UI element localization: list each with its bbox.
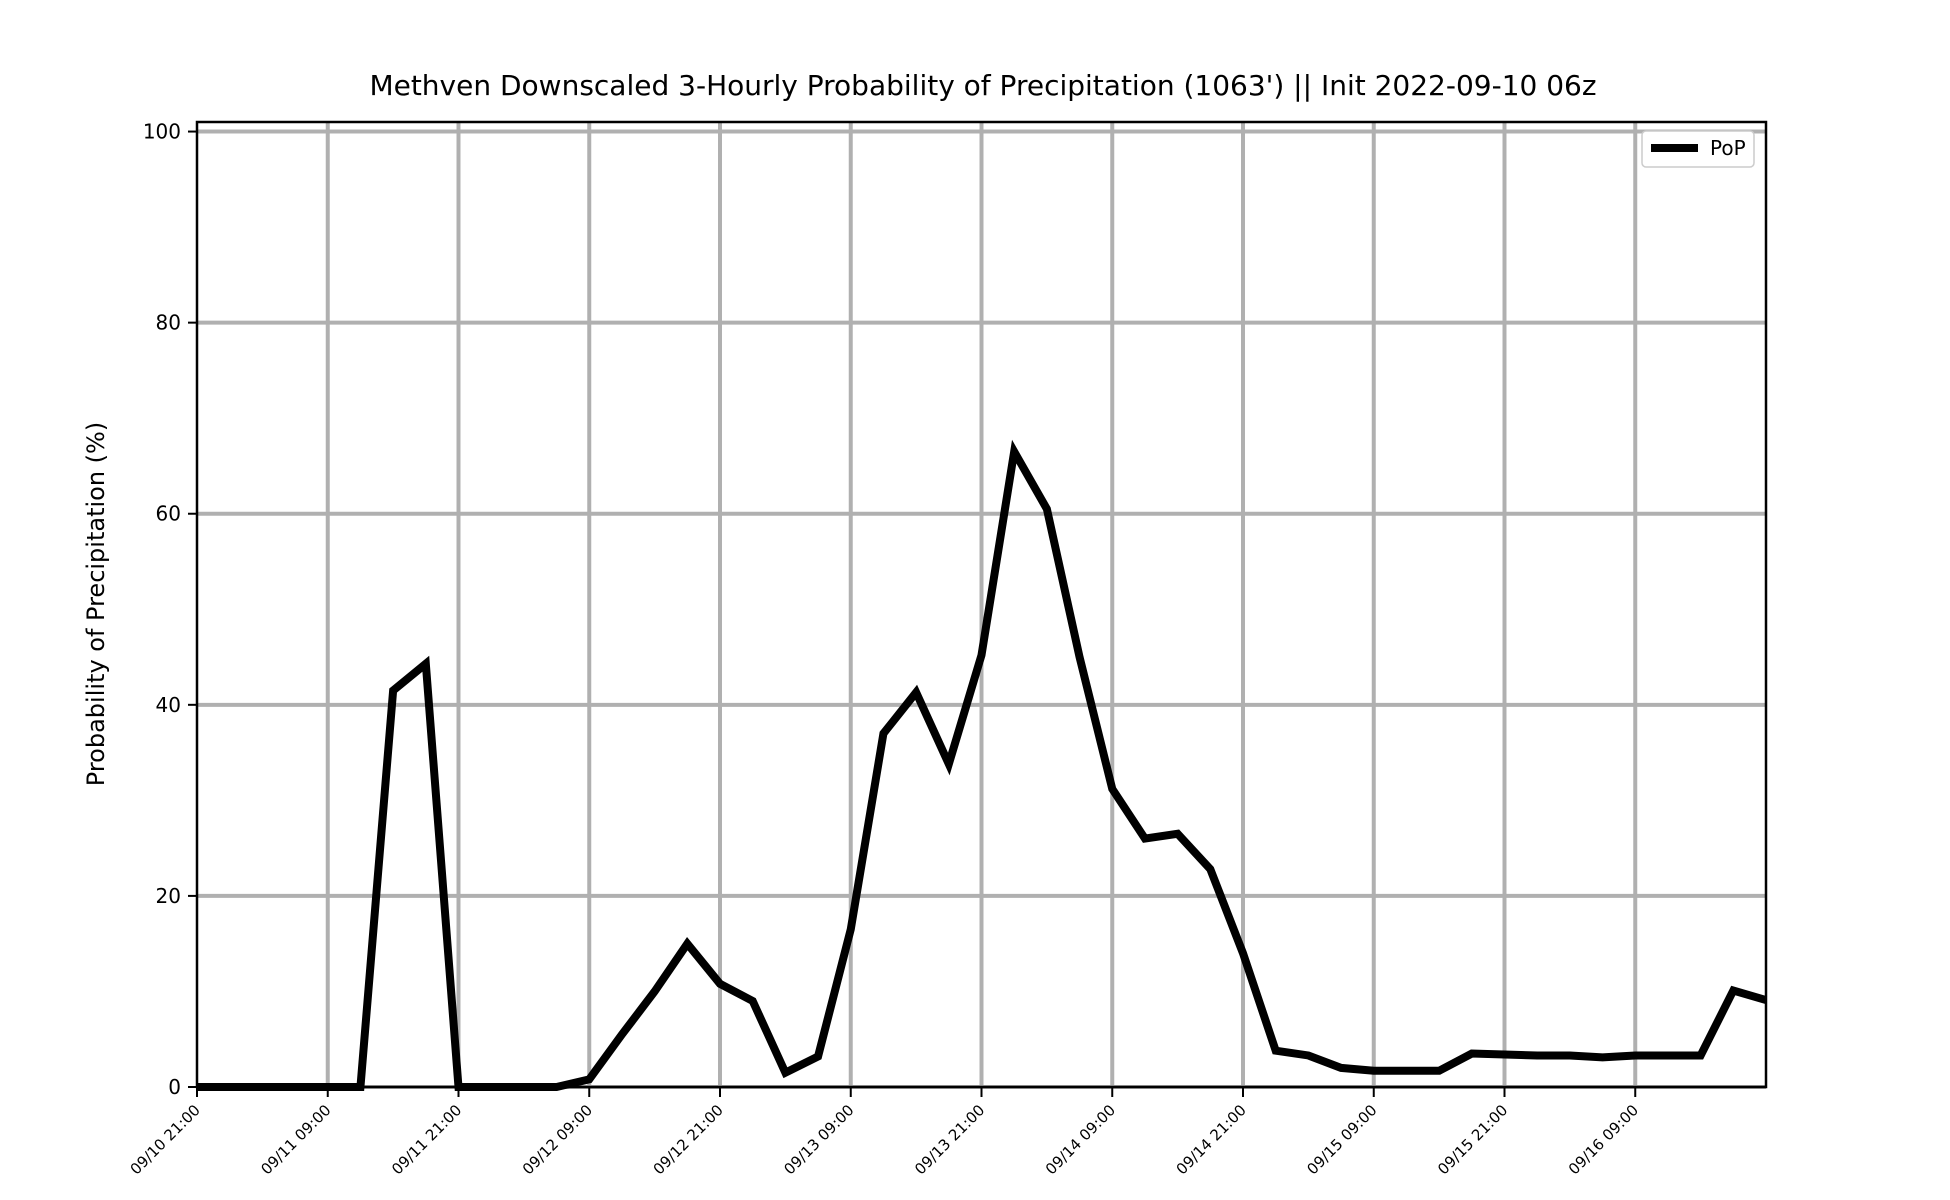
y-tick-label: 40: [156, 693, 181, 717]
x-axis: 09/10 21:00 09/11 09:00 09/11 21:00 09/12 0…: [127, 1087, 1642, 1178]
legend-label-pop: PoP: [1710, 136, 1746, 160]
x-tick-label: 09/10 21:00: [127, 1101, 204, 1178]
x-tick-label: 09/11 21:00: [388, 1101, 465, 1178]
x-tick-label: 09/12 21:00: [650, 1101, 727, 1178]
y-tick-label: 80: [156, 311, 181, 335]
x-tick-label: 09/15 21:00: [1434, 1101, 1511, 1178]
x-tick-label: 09/13 21:00: [911, 1101, 988, 1178]
x-tick-label: 09/15 09:00: [1303, 1101, 1380, 1178]
x-tick-label: 09/13 09:00: [780, 1101, 857, 1178]
y-tick-label: 100: [143, 120, 181, 144]
y-tick-label: 60: [156, 502, 181, 526]
legend: PoP: [1641, 130, 1755, 168]
x-tick-label: 09/11 09:00: [257, 1101, 334, 1178]
y-axis-label: Probability of Precipitation (%): [82, 422, 110, 786]
chart-title: Methven Downscaled 3-Hourly Probability …: [369, 69, 1596, 102]
x-tick-label: 09/16 09:00: [1565, 1101, 1642, 1178]
y-tick-label: 20: [156, 884, 181, 908]
y-tick-label: 0: [168, 1075, 181, 1099]
x-tick-label: 09/12 09:00: [519, 1101, 596, 1178]
x-tick-label: 09/14 09:00: [1042, 1101, 1119, 1178]
x-tick-label: 09/14 21:00: [1173, 1101, 1250, 1178]
grid-lines: [197, 122, 1766, 1089]
y-axis: 0 20 40 60 80 100: [143, 120, 197, 1099]
